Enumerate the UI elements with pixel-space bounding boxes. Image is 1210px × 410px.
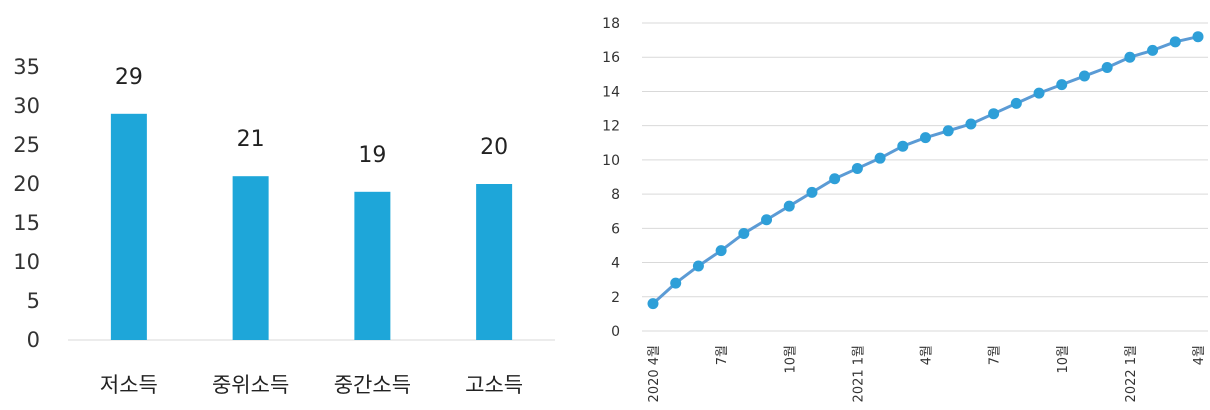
data-point xyxy=(715,245,727,257)
y-tick-label: 12 xyxy=(602,119,620,135)
data-point xyxy=(783,200,795,212)
data-point xyxy=(897,140,909,152)
y-tick-label: 30 xyxy=(13,94,40,118)
data-point xyxy=(988,108,1000,120)
data-point xyxy=(1124,51,1136,63)
y-tick-label: 10 xyxy=(13,250,40,274)
y-tick-label: 20 xyxy=(13,172,40,196)
x-tick-label: 7월 xyxy=(988,345,1003,365)
data-point xyxy=(761,214,773,226)
x-tick-label: 2021 1월 xyxy=(851,345,866,402)
data-point xyxy=(829,173,841,185)
y-tick-label: 2 xyxy=(611,290,620,306)
y-tick-label: 0 xyxy=(27,328,40,352)
y-tick-label: 6 xyxy=(611,221,620,237)
y-tick-label: 18 xyxy=(602,16,620,32)
data-point xyxy=(874,152,886,164)
data-point xyxy=(1147,44,1159,56)
bar-data-label: 29 xyxy=(115,65,143,90)
bar-chart-svg: 0 5 10 15 20 25 30 35 29 저소득 21 중위소득 19 중간소득 20 고소득 xyxy=(13,55,555,397)
y-tick-label: 4 xyxy=(611,256,620,272)
bar-data-label: 21 xyxy=(237,127,265,152)
y-tick-label: 10 xyxy=(602,153,620,169)
data-point xyxy=(692,260,704,272)
data-point xyxy=(1010,97,1022,109)
x-tick-label: 7월 xyxy=(715,345,730,365)
data-point xyxy=(1169,36,1181,48)
data-point xyxy=(920,132,931,144)
y-tick-label: 35 xyxy=(13,55,40,79)
y-tick-label: 5 xyxy=(27,289,40,313)
y-tick-label: 0 xyxy=(611,324,620,340)
data-point xyxy=(1101,61,1113,73)
category-label: 중위소득 xyxy=(212,373,289,397)
bar-3 xyxy=(354,191,391,340)
category-label: 저소득 xyxy=(100,373,158,397)
bar-data-label: 19 xyxy=(358,143,386,168)
bar-2 xyxy=(232,176,269,340)
data-point xyxy=(942,125,954,137)
data-point xyxy=(851,162,863,174)
category-label: 중간소득 xyxy=(334,373,411,397)
y-tick-label: 25 xyxy=(13,133,40,157)
x-tick-label: 4월 xyxy=(1192,345,1207,365)
x-tick-label: 10월 xyxy=(1056,345,1071,374)
data-point xyxy=(1033,87,1045,99)
y-tick-label: 14 xyxy=(602,84,620,100)
bar-chart: 0 5 10 15 20 25 30 35 29 저소득 21 중위소득 19 중간소득 20 고소득 xyxy=(0,0,560,410)
line-chart-svg: 0 2 4 6 8 10 12 14 16 18 2020 4월 7월 10월 2021 1월 4월 7월 10… xyxy=(602,16,1208,402)
category-label: 고소득 xyxy=(465,373,523,397)
data-point xyxy=(1056,79,1068,91)
data-point xyxy=(806,186,818,198)
data-point xyxy=(647,298,659,310)
data-point xyxy=(738,227,750,239)
x-tick-label: 2022 1월 xyxy=(1124,345,1139,402)
x-tick-label: 10월 xyxy=(783,345,798,374)
data-point xyxy=(1192,31,1204,43)
series-line xyxy=(651,35,1199,305)
data-point xyxy=(1078,70,1090,82)
x-tick-label: 4월 xyxy=(920,345,935,365)
data-point xyxy=(965,118,977,130)
y-tick-label: 16 xyxy=(602,50,620,66)
data-point xyxy=(670,277,682,289)
bar-data-label: 20 xyxy=(480,135,508,160)
line-chart: 0 2 4 6 8 10 12 14 16 18 2020 4월 7월 10월 2021 1월 4월 7월 10… xyxy=(560,0,1210,410)
bar-4 xyxy=(476,184,513,340)
y-tick-label: 15 xyxy=(13,211,40,235)
bar-1 xyxy=(110,113,147,340)
y-tick-label: 8 xyxy=(611,187,620,203)
x-tick-label: 2020 4월 xyxy=(647,345,662,402)
